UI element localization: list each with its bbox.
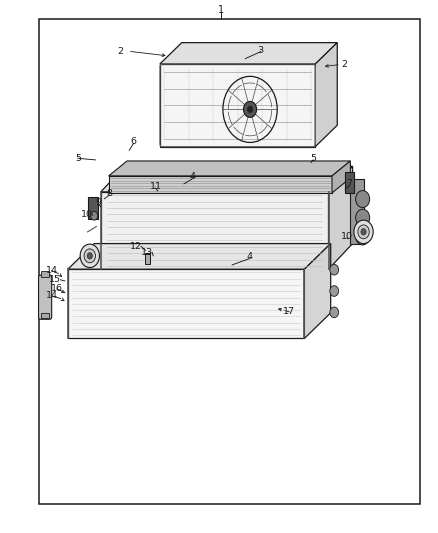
Text: 11: 11 — [149, 182, 162, 191]
Circle shape — [80, 244, 99, 268]
Circle shape — [356, 228, 370, 245]
Polygon shape — [332, 161, 350, 193]
Text: 16: 16 — [51, 285, 63, 293]
Bar — [345, 172, 354, 193]
Text: 3: 3 — [258, 46, 264, 54]
Polygon shape — [160, 43, 337, 64]
Polygon shape — [304, 244, 331, 338]
Bar — [39, 19, 420, 504]
Text: 5: 5 — [75, 154, 81, 163]
Circle shape — [356, 190, 370, 207]
Circle shape — [330, 264, 339, 275]
Text: 14: 14 — [46, 266, 58, 275]
Text: 10: 10 — [81, 210, 93, 219]
Circle shape — [330, 307, 339, 318]
Polygon shape — [101, 166, 353, 192]
Circle shape — [361, 229, 366, 235]
Polygon shape — [68, 244, 331, 269]
Polygon shape — [68, 269, 304, 338]
Bar — [145, 254, 150, 264]
FancyBboxPatch shape — [39, 275, 52, 319]
Text: 4: 4 — [190, 173, 196, 181]
Text: 14: 14 — [46, 292, 58, 300]
Text: 9: 9 — [95, 198, 102, 207]
Polygon shape — [109, 161, 350, 176]
Circle shape — [354, 220, 373, 244]
Polygon shape — [315, 43, 337, 147]
Circle shape — [356, 209, 370, 227]
Bar — [145, 253, 150, 262]
Circle shape — [91, 212, 98, 220]
Polygon shape — [160, 64, 315, 147]
Circle shape — [358, 225, 369, 239]
Circle shape — [84, 249, 95, 263]
Circle shape — [247, 106, 253, 112]
Bar — [41, 271, 49, 277]
Bar — [41, 313, 49, 318]
Text: 5: 5 — [310, 154, 316, 163]
Bar — [88, 197, 98, 219]
Text: 1: 1 — [218, 5, 224, 14]
Text: 4: 4 — [247, 253, 253, 261]
Circle shape — [330, 286, 339, 296]
Polygon shape — [328, 166, 353, 269]
Polygon shape — [109, 176, 332, 193]
Polygon shape — [101, 192, 328, 269]
Text: 2: 2 — [341, 60, 347, 69]
Text: 13: 13 — [141, 248, 153, 256]
Bar — [350, 179, 364, 244]
Circle shape — [87, 253, 92, 259]
Text: 8: 8 — [106, 189, 113, 198]
Text: 2: 2 — [117, 47, 124, 55]
Text: 17: 17 — [283, 308, 295, 316]
Text: 10: 10 — [341, 232, 353, 240]
Text: 15: 15 — [49, 276, 61, 284]
Text: 12: 12 — [130, 242, 142, 251]
Text: 7: 7 — [346, 180, 353, 188]
Circle shape — [244, 101, 257, 117]
Text: 6: 6 — [131, 137, 137, 146]
